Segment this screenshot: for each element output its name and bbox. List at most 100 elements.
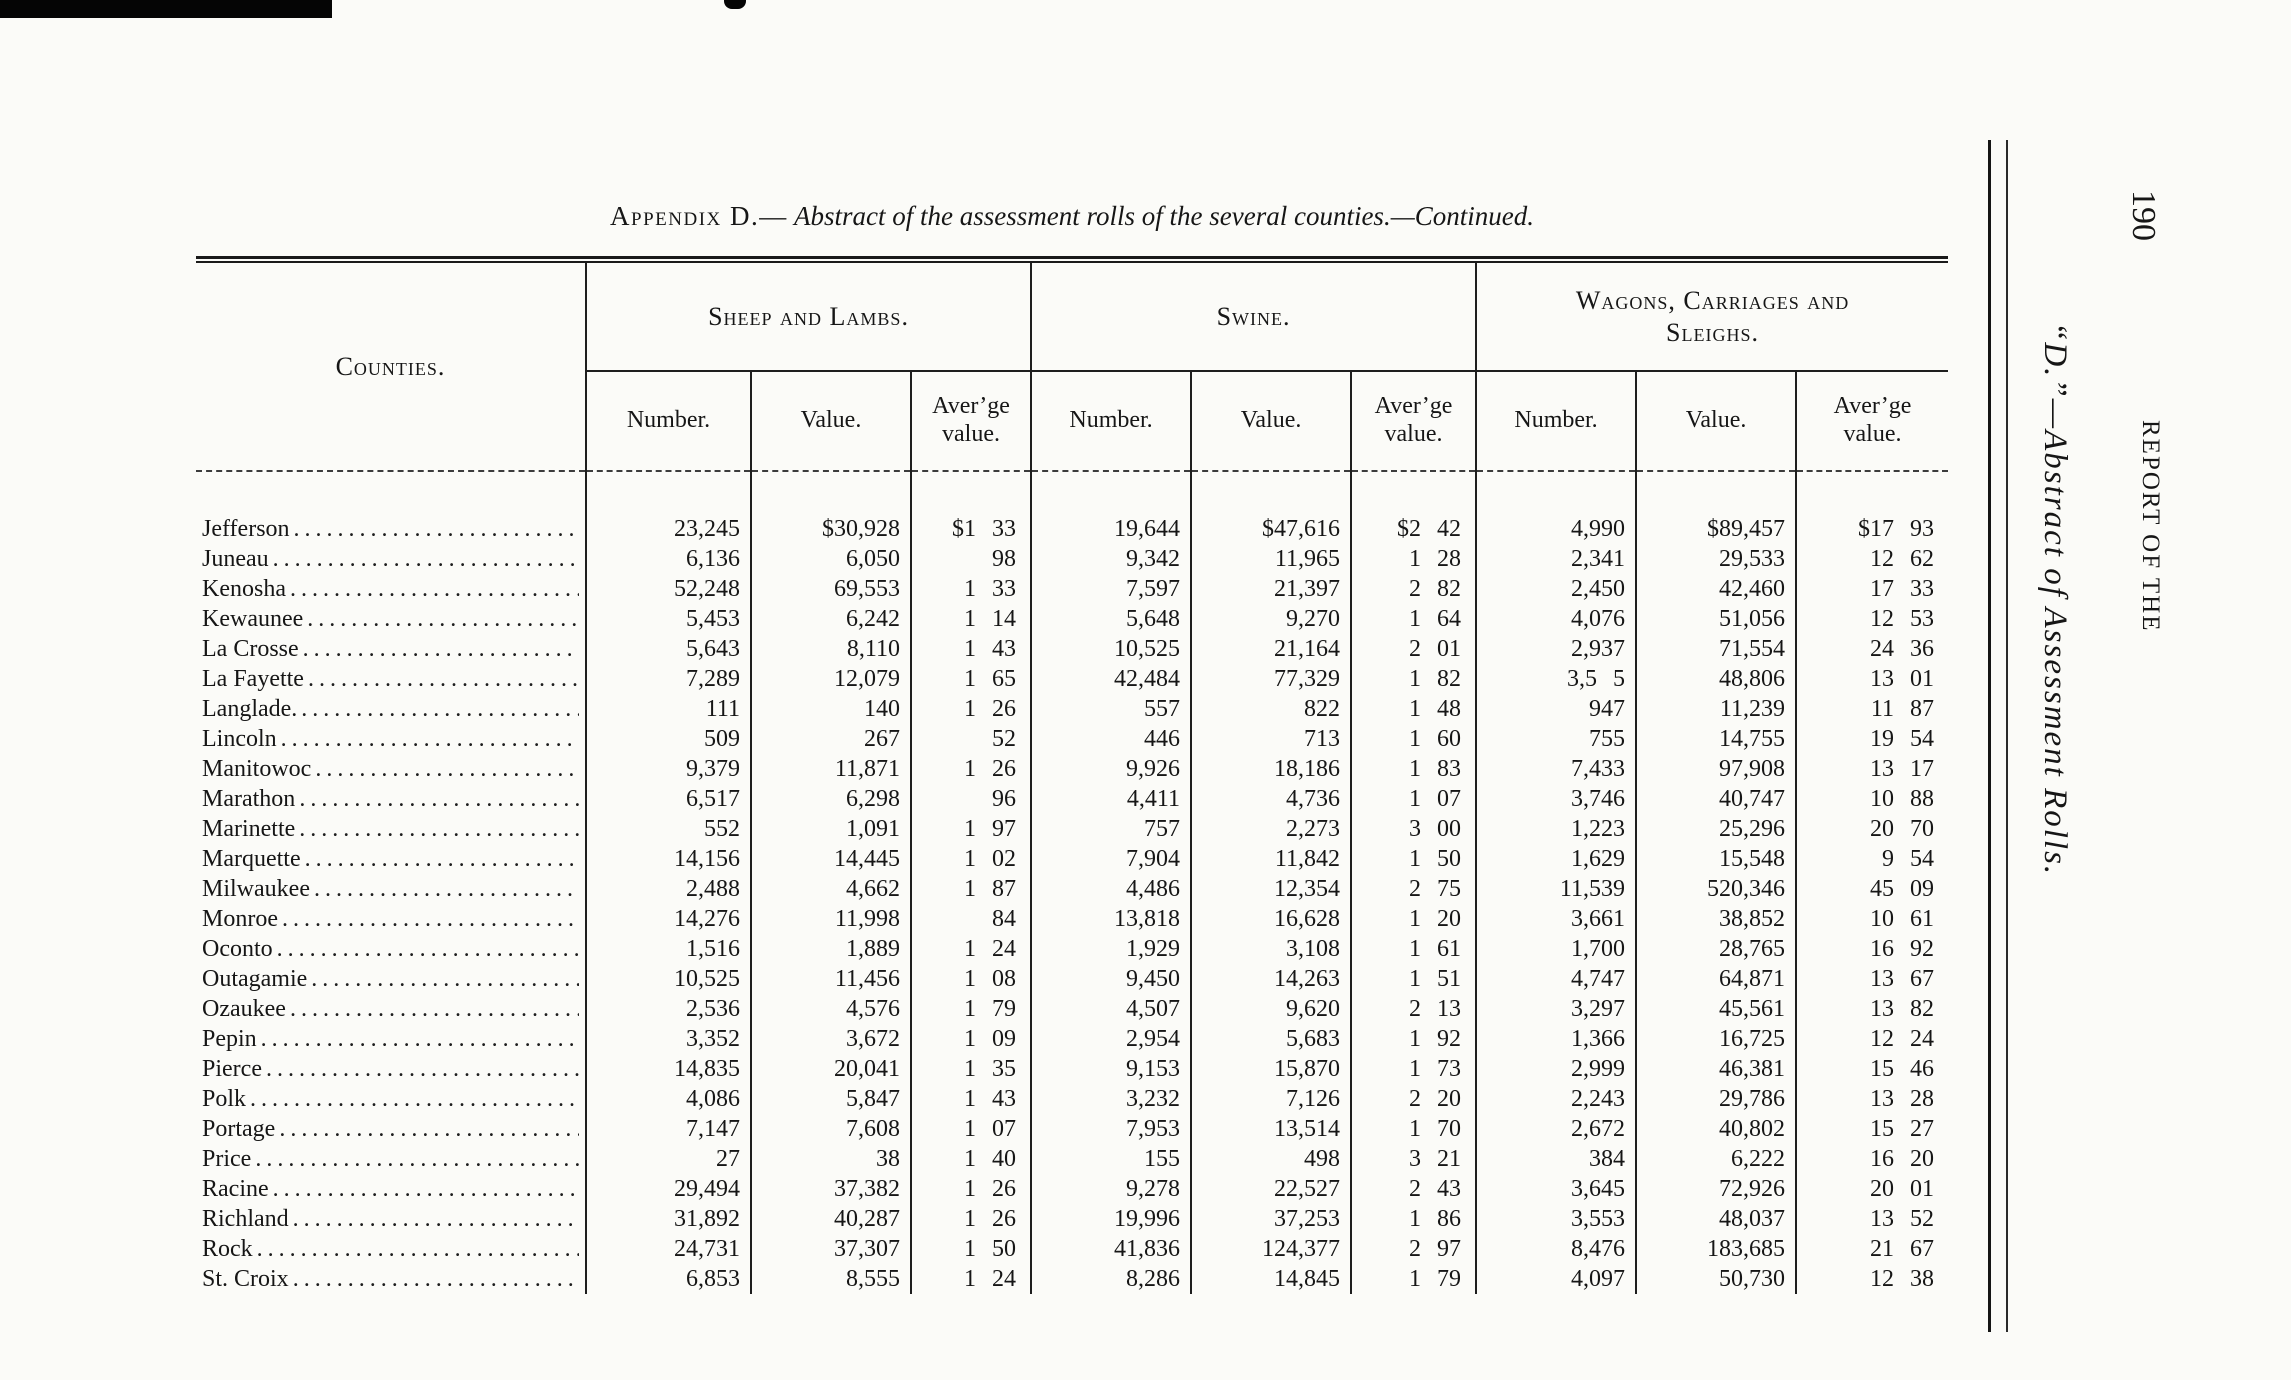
county-name-cell: Milwaukee — [196, 874, 586, 904]
value-cell: 17 33 — [1795, 574, 1949, 604]
value-cell: 1,516 — [585, 934, 751, 964]
value-cell: 183,685 — [1635, 1234, 1797, 1264]
value-cell: 8,286 — [1030, 1264, 1192, 1294]
value-cell: 98 — [909, 544, 1032, 574]
title-appendix-label: Appendix D.— — [610, 201, 788, 231]
dot-leader — [293, 1264, 579, 1294]
value-cell: 4,076 — [1475, 604, 1637, 634]
value-cell: 1,700 — [1475, 934, 1637, 964]
value-cell: 1 26 — [909, 694, 1032, 724]
value-cell: 2,954 — [1030, 1024, 1192, 1054]
value-cell: 14,835 — [585, 1054, 751, 1084]
value-cell: 1 82 — [1350, 664, 1477, 694]
value-cell: 40,287 — [750, 1204, 911, 1234]
value-cell: 11,539 — [1475, 874, 1637, 904]
value-cell: 14,263 — [1190, 964, 1352, 994]
value-cell: 9,153 — [1030, 1054, 1192, 1084]
county-name-cell: Lincoln — [196, 724, 586, 754]
value-cell: 267 — [750, 724, 911, 754]
dot-leader — [293, 1204, 579, 1234]
value-cell: 3,746 — [1475, 784, 1637, 814]
value-cell: 6,136 — [585, 544, 751, 574]
value-cell: 155 — [1030, 1144, 1192, 1174]
value-cell: 13 82 — [1795, 994, 1949, 1024]
value-cell: 22,527 — [1190, 1174, 1352, 1204]
value-cell: 2 75 — [1350, 874, 1477, 904]
value-cell: 4,507 — [1030, 994, 1192, 1024]
value-cell: 3,645 — [1475, 1174, 1637, 1204]
county-name-cell: Langlade. — [196, 694, 586, 724]
value-cell: 7,904 — [1030, 844, 1192, 874]
value-cell: 21 67 — [1795, 1234, 1949, 1264]
wagons-number-header: Number. — [1475, 371, 1637, 472]
county-name-cell: Manitowoc — [196, 754, 586, 784]
county-name-cell: Portage — [196, 1114, 586, 1144]
value-cell: 12 53 — [1795, 604, 1949, 634]
value-cell: $89,457 — [1635, 471, 1797, 544]
value-cell: 20 01 — [1795, 1174, 1949, 1204]
value-cell: 2 97 — [1350, 1234, 1477, 1264]
value-cell: 1 48 — [1350, 694, 1477, 724]
value-cell: 755 — [1475, 724, 1637, 754]
value-cell: 10,525 — [585, 964, 751, 994]
value-cell: 31,892 — [585, 1204, 751, 1234]
value-cell: 4,990 — [1475, 471, 1637, 544]
value-cell: 45 09 — [1795, 874, 1949, 904]
value-cell: 9,342 — [1030, 544, 1192, 574]
county-name: La Fayette — [202, 666, 304, 692]
value-cell: 40,802 — [1635, 1114, 1797, 1144]
value-cell: 42,460 — [1635, 574, 1797, 604]
assessment-table: Counties. Sheep and Lambs. Swine. Wagons… — [196, 263, 1949, 1294]
value-cell: 1 60 — [1350, 724, 1477, 754]
value-cell: 4,411 — [1030, 784, 1192, 814]
value-cell: 6,222 — [1635, 1144, 1797, 1174]
value-cell: 13,514 — [1190, 1114, 1352, 1144]
value-cell: 72,926 — [1635, 1174, 1797, 1204]
value-cell: 71,554 — [1635, 634, 1797, 664]
value-cell: 12 62 — [1795, 544, 1949, 574]
dot-leader — [290, 574, 579, 604]
value-cell: 2,273 — [1190, 814, 1352, 844]
title-continued-label: —Continued. — [1390, 201, 1534, 231]
county-name-cell: Marinette — [196, 814, 586, 844]
dot-leader — [273, 1174, 579, 1204]
value-cell: 1 40 — [909, 1144, 1032, 1174]
county-name: La Crosse — [202, 636, 299, 662]
value-cell: 25,296 — [1635, 814, 1797, 844]
value-cell: 1,366 — [1475, 1024, 1637, 1054]
margin-divider-rule-thin — [2006, 140, 2008, 1332]
value-cell: 552 — [585, 814, 751, 844]
value-cell: 13 17 — [1795, 754, 1949, 784]
value-cell: 1 83 — [1350, 754, 1477, 784]
value-cell: 11,871 — [750, 754, 911, 784]
value-cell: 3,108 — [1190, 934, 1352, 964]
title-italic-text: Abstract of the assessment rolls of the … — [787, 201, 1391, 231]
dot-leader — [303, 634, 579, 664]
value-cell: 11,842 — [1190, 844, 1352, 874]
value-cell: 51,056 — [1635, 604, 1797, 634]
dot-leader — [314, 874, 579, 904]
value-cell: 9,379 — [585, 754, 751, 784]
county-name-cell: Oconto — [196, 934, 586, 964]
county-name: Kewaunee — [202, 606, 304, 632]
dot-leader — [257, 1234, 579, 1264]
value-cell: 37,307 — [750, 1234, 911, 1264]
value-cell: 140 — [750, 694, 911, 724]
dot-leader — [250, 1084, 579, 1114]
value-cell: 15 46 — [1795, 1054, 1949, 1084]
county-name: Jefferson — [202, 516, 290, 542]
value-cell: 8,555 — [750, 1264, 911, 1294]
sub-header-row: Number. Value. Aver’ge value. Number. Va… — [196, 371, 1949, 472]
title-double-rule — [196, 256, 1948, 263]
value-cell: 4,097 — [1475, 1264, 1637, 1294]
value-cell: 38,852 — [1635, 904, 1797, 934]
value-cell: 45,561 — [1635, 994, 1797, 1024]
county-name: Manitowoc — [202, 756, 312, 782]
dot-leader — [307, 604, 579, 634]
county-name-cell: Outagamie — [196, 964, 586, 994]
